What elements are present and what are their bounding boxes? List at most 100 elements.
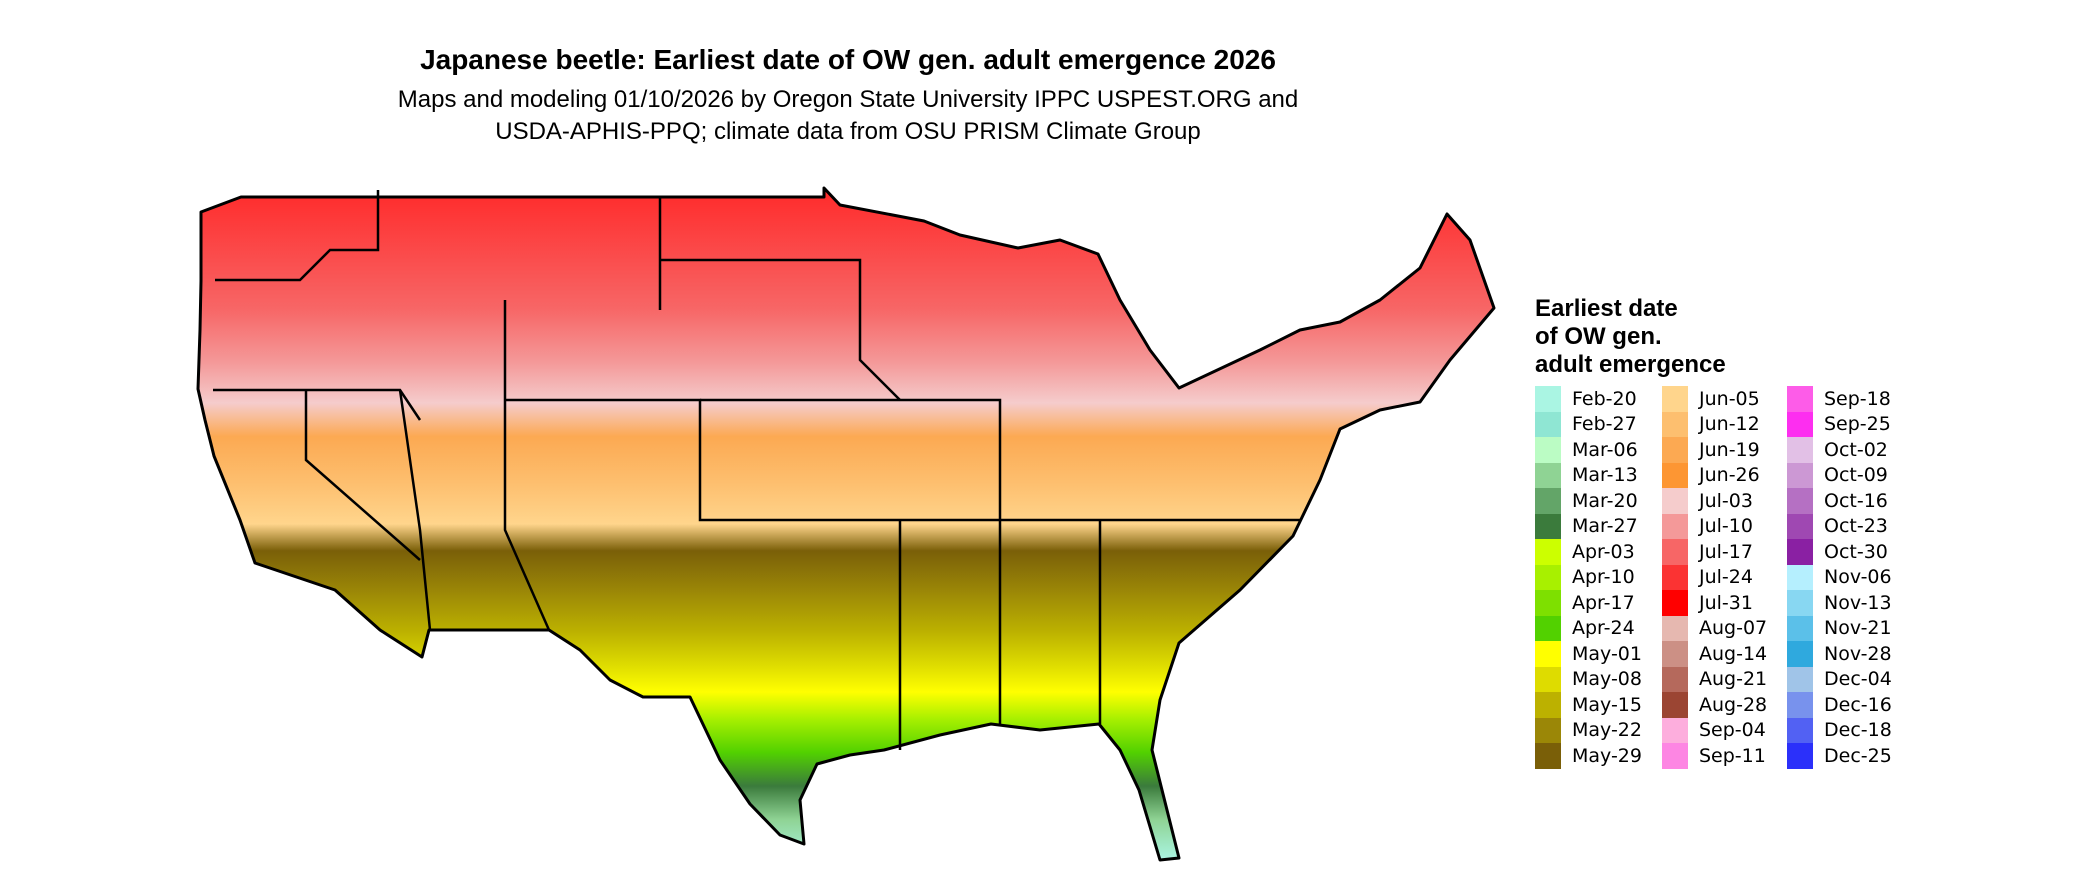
legend-label: Sep-25 [1824,413,1891,436]
contiguous-us-outline [196,186,1496,862]
legend-label: Jul-03 [1699,489,1753,512]
legend-label: Sep-18 [1824,387,1891,410]
legend-label: Oct-09 [1824,464,1888,487]
legend-label: Oct-02 [1824,438,1888,461]
legend-label: Jun-26 [1699,464,1760,487]
legend-swatch [1662,590,1688,616]
legend-item: Oct-30 [1787,539,1892,565]
legend-swatch [1662,641,1688,667]
legend-item: Nov-21 [1787,615,1892,641]
legend-label: Nov-13 [1824,591,1892,614]
legend-item: Apr-17 [1535,590,1642,616]
legend-item: Mar-27 [1535,513,1642,539]
legend-swatch [1787,564,1813,590]
legend-label: Sep-04 [1699,719,1766,742]
map-subtitle-line-2: USDA-APHIS-PPQ; climate data from OSU PR… [495,118,1201,145]
legend-item: Sep-18 [1787,386,1892,412]
legend-item: Sep-25 [1787,411,1892,437]
legend-swatch [1787,692,1813,718]
legend-label: Mar-06 [1572,438,1638,461]
legend-label: Dec-18 [1824,719,1892,742]
legend-item: Aug-07 [1662,615,1767,641]
legend-item: Jun-05 [1662,386,1767,412]
legend-label: Jun-05 [1699,387,1760,410]
legend-label: Nov-21 [1824,617,1892,640]
legend-label: Mar-13 [1572,464,1638,487]
legend-label: May-08 [1572,668,1642,691]
legend-item: Apr-03 [1535,539,1642,565]
legend-label: Sep-11 [1699,744,1766,767]
legend-item: Nov-28 [1787,641,1892,667]
legend-swatch [1662,488,1688,514]
legend-title: Earliest date of OW gen. adult emergence [1535,295,1726,379]
legend-label: Jul-31 [1699,591,1753,614]
legend-swatch [1535,641,1561,667]
legend-swatch [1787,666,1813,692]
legend-item: Aug-28 [1662,692,1767,718]
legend-swatch [1787,743,1813,769]
legend-item: Oct-02 [1787,437,1892,463]
legend-title-line: adult emergence [1535,351,1726,378]
legend-item: Apr-24 [1535,615,1642,641]
legend-item: Jun-12 [1662,411,1767,437]
legend-label: May-15 [1572,693,1642,716]
legend-label: Aug-14 [1699,642,1768,665]
legend-label: Apr-24 [1572,617,1635,640]
legend-swatch [1662,692,1688,718]
legend-swatch [1662,539,1688,565]
legend-swatch [1787,437,1813,463]
legend-swatch [1662,411,1688,437]
legend-column: Jun-05 Jun-12 Jun-19 Jun-26 Jul-03 Jul-10 Jul-… [1662,386,1767,769]
legend-swatch [1535,743,1561,769]
legend-label: Feb-20 [1572,387,1637,410]
legend-item: May-29 [1535,743,1642,769]
legend-label: Dec-25 [1824,744,1892,767]
legend-label: Oct-23 [1824,515,1888,538]
legend-item: Mar-20 [1535,488,1642,514]
legend-swatch [1535,513,1561,539]
legend-swatch [1787,590,1813,616]
legend-label: Dec-16 [1824,693,1892,716]
legend-swatch [1662,564,1688,590]
legend-item: Sep-04 [1662,717,1767,743]
legend-label: Jun-19 [1699,438,1760,461]
legend-swatch [1787,513,1813,539]
legend-item: Feb-27 [1535,411,1642,437]
legend-label: Nov-28 [1824,642,1892,665]
legend-item: Aug-14 [1662,641,1767,667]
legend-label: Apr-03 [1572,540,1635,563]
legend-item: Jul-17 [1662,539,1767,565]
legend-item: Dec-16 [1787,692,1892,718]
legend-label: May-22 [1572,719,1642,742]
legend-label: Aug-28 [1699,693,1768,716]
legend-item: Jul-10 [1662,513,1767,539]
legend-label: Mar-27 [1572,515,1638,538]
map-title: Japanese beetle: Earliest date of OW gen… [420,44,1276,75]
legend-swatch [1535,411,1561,437]
legend-item: Nov-06 [1787,564,1892,590]
legend-item: Dec-04 [1787,666,1892,692]
state-borders [213,190,1300,750]
legend-swatch [1787,615,1813,641]
legend-swatch [1535,564,1561,590]
legend-swatch [1535,717,1561,743]
legend-title-line: of OW gen. [1535,323,1662,350]
legend-swatch [1662,513,1688,539]
legend-swatch [1662,462,1688,488]
legend-swatch [1662,717,1688,743]
legend-item: Jun-26 [1662,462,1767,488]
legend-swatch [1535,437,1561,463]
legend-label: Jun-12 [1699,413,1760,436]
legend-item: Jul-24 [1662,564,1767,590]
legend-item: Nov-13 [1787,590,1892,616]
legend-swatch [1787,641,1813,667]
legend-swatch [1787,539,1813,565]
legend-item: May-08 [1535,666,1642,692]
us-emergence-map [196,186,1496,862]
legend-label: Aug-21 [1699,668,1768,691]
legend-item: Feb-20 [1535,386,1642,412]
legend-item: Oct-16 [1787,488,1892,514]
legend-label: Apr-17 [1572,591,1635,614]
legend-item: Jul-31 [1662,590,1767,616]
legend-swatch [1662,743,1688,769]
